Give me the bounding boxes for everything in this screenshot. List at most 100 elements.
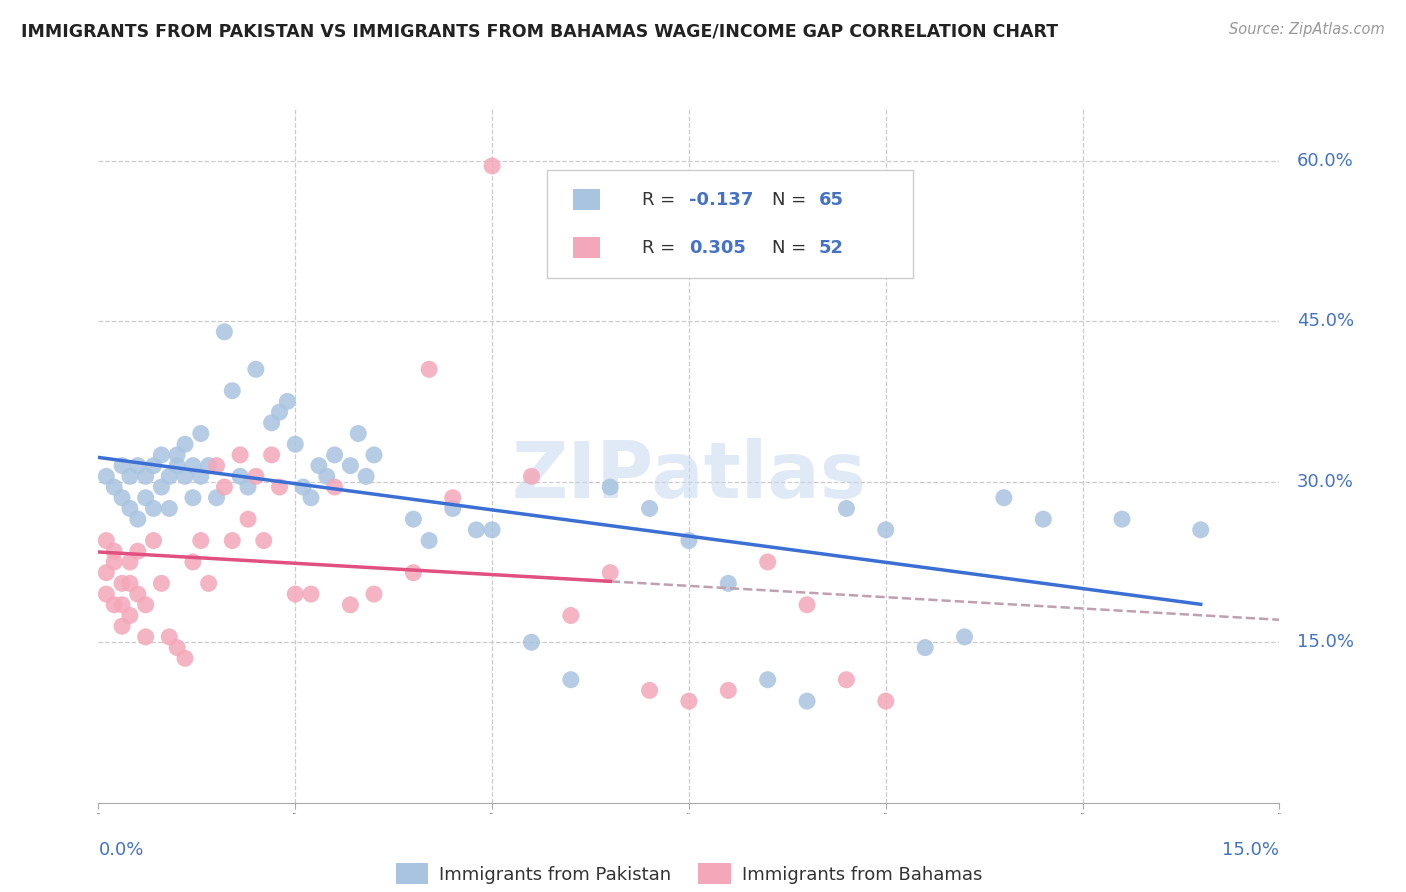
Point — [284, 587, 307, 601]
Point — [111, 598, 134, 612]
Point — [269, 405, 291, 419]
Text: 52: 52 — [818, 238, 844, 257]
Point — [560, 673, 582, 687]
Text: N =: N = — [772, 191, 811, 209]
Point — [166, 448, 188, 462]
Point — [150, 576, 173, 591]
Point — [118, 501, 141, 516]
Point — [96, 587, 118, 601]
Point — [678, 533, 700, 548]
Text: 15.0%: 15.0% — [1222, 841, 1279, 859]
Point — [135, 630, 157, 644]
Point — [953, 630, 976, 644]
FancyBboxPatch shape — [574, 237, 600, 258]
Point — [127, 512, 149, 526]
Text: R =: R = — [641, 238, 681, 257]
Point — [229, 469, 252, 483]
Point — [292, 480, 315, 494]
Point — [157, 469, 180, 483]
Point — [638, 683, 661, 698]
Point — [111, 491, 134, 505]
Text: 15.0%: 15.0% — [1298, 633, 1354, 651]
Point — [103, 598, 125, 612]
Point — [221, 533, 243, 548]
Point — [118, 555, 141, 569]
Point — [253, 533, 276, 548]
Point — [181, 491, 204, 505]
Point — [835, 673, 858, 687]
Text: 0.305: 0.305 — [689, 238, 745, 257]
Point — [363, 448, 385, 462]
Point — [260, 416, 283, 430]
Point — [354, 469, 377, 483]
Point — [190, 426, 212, 441]
Point — [214, 325, 236, 339]
Text: N =: N = — [772, 238, 811, 257]
Point — [229, 448, 252, 462]
Point — [174, 651, 197, 665]
Point — [157, 501, 180, 516]
Point — [717, 576, 740, 591]
Point — [339, 458, 361, 473]
Point — [638, 501, 661, 516]
Text: Source: ZipAtlas.com: Source: ZipAtlas.com — [1229, 22, 1385, 37]
Point — [1032, 512, 1054, 526]
Point — [599, 566, 621, 580]
Point — [96, 469, 118, 483]
Point — [118, 608, 141, 623]
Point — [103, 544, 125, 558]
Point — [299, 587, 322, 601]
Point — [284, 437, 307, 451]
Text: R =: R = — [641, 191, 681, 209]
Point — [103, 480, 125, 494]
Point — [205, 458, 228, 473]
Point — [481, 159, 503, 173]
Point — [181, 555, 204, 569]
Point — [96, 533, 118, 548]
Point — [796, 598, 818, 612]
Point — [236, 512, 259, 526]
Point — [323, 480, 346, 494]
Point — [875, 694, 897, 708]
Point — [875, 523, 897, 537]
Point — [276, 394, 298, 409]
Point — [465, 523, 488, 537]
Point — [1111, 512, 1133, 526]
Point — [150, 480, 173, 494]
Point — [717, 683, 740, 698]
Point — [103, 555, 125, 569]
Point — [402, 512, 425, 526]
Point — [157, 630, 180, 644]
Point — [190, 533, 212, 548]
Point — [221, 384, 243, 398]
Point — [205, 491, 228, 505]
Point — [402, 566, 425, 580]
FancyBboxPatch shape — [574, 189, 600, 210]
Point — [796, 694, 818, 708]
Point — [135, 491, 157, 505]
Point — [135, 469, 157, 483]
Point — [174, 469, 197, 483]
Point — [339, 598, 361, 612]
Point — [835, 501, 858, 516]
Text: ZIPatlas: ZIPatlas — [512, 438, 866, 514]
Point — [214, 480, 236, 494]
Point — [174, 437, 197, 451]
Text: -0.137: -0.137 — [689, 191, 754, 209]
Point — [166, 458, 188, 473]
Point — [560, 608, 582, 623]
Point — [363, 587, 385, 601]
Point — [599, 480, 621, 494]
Text: IMMIGRANTS FROM PAKISTAN VS IMMIGRANTS FROM BAHAMAS WAGE/INCOME GAP CORRELATION : IMMIGRANTS FROM PAKISTAN VS IMMIGRANTS F… — [21, 22, 1059, 40]
Point — [150, 448, 173, 462]
Point — [197, 458, 219, 473]
Point — [914, 640, 936, 655]
Point — [118, 469, 141, 483]
Point — [197, 576, 219, 591]
Point — [142, 501, 165, 516]
Point — [245, 469, 267, 483]
Point — [96, 566, 118, 580]
Point — [181, 458, 204, 473]
Text: 65: 65 — [818, 191, 844, 209]
Point — [308, 458, 330, 473]
